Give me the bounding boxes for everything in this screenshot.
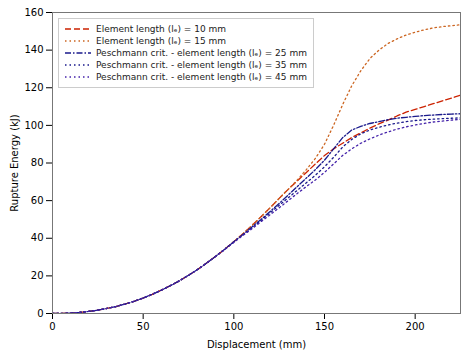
svg-text:100: 100 (224, 321, 243, 332)
svg-text:40: 40 (31, 232, 44, 243)
svg-text:160: 160 (24, 7, 43, 18)
svg-text:200: 200 (406, 321, 425, 332)
svg-text:0: 0 (37, 308, 43, 319)
svg-text:80: 80 (31, 157, 44, 168)
html-text:Peschmann crit. - element leng: Peschmann crit. - element length (lₑ) = … (96, 60, 307, 70)
svg-text:Displacement (mm): Displacement (mm) (207, 339, 306, 350)
svg-text:60: 60 (31, 195, 44, 206)
svg-text:0: 0 (49, 321, 55, 332)
html-text:Element length (lₑ) = 10 mm: Element length (lₑ) = 10 mm (96, 24, 227, 34)
svg-text:Rupture Energy (kJ): Rupture Energy (kJ) (9, 114, 20, 211)
svg-text:100: 100 (24, 120, 43, 131)
svg-text:140: 140 (24, 44, 43, 55)
svg-text:20: 20 (31, 270, 44, 281)
svg-text:120: 120 (24, 82, 43, 93)
html-text:Peschmann crit. - element leng: Peschmann crit. - element length (lₑ) = … (96, 48, 307, 58)
html-text:Element length (lₑ) = 15 mm: Element length (lₑ) = 15 mm (96, 36, 227, 46)
svg-text:150: 150 (315, 321, 334, 332)
html-text:Peschmann crit. - element leng: Peschmann crit. - element length (lₑ) = … (96, 72, 307, 82)
svg-text:50: 50 (137, 321, 150, 332)
